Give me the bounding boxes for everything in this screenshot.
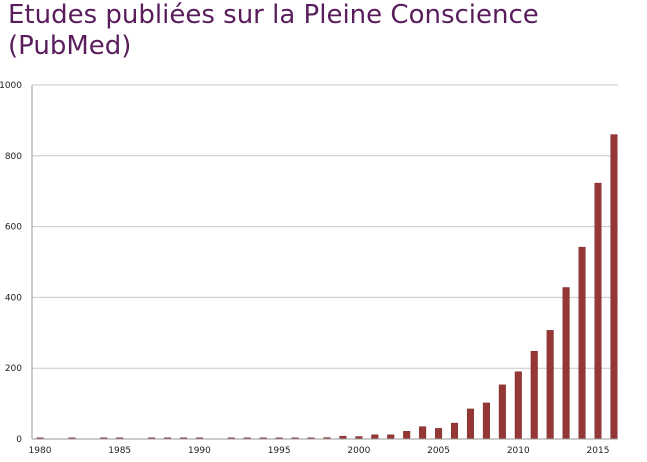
x-tick-label-2005: 2005 — [427, 446, 450, 456]
y-tick-labels: 0 200 400 600 800 1000 — [0, 81, 22, 445]
y-tick-label-0: 0 — [16, 435, 22, 445]
x-tick-label-2000: 2000 — [347, 446, 370, 456]
chart-title: Etudes publiées sur la Pleine Conscience… — [8, 0, 539, 61]
bar-series — [36, 134, 618, 440]
y-tick-label-600: 600 — [5, 223, 22, 233]
bar-2013 — [562, 287, 570, 440]
bar-2015 — [594, 182, 602, 440]
bar-2006 — [451, 422, 459, 440]
y-tick-label-400: 400 — [5, 293, 22, 303]
x-tick-labels: 1980 1985 1990 1995 2000 2005 2010 2015 — [29, 446, 610, 456]
bar-2014 — [578, 246, 586, 440]
y-tick-label-1000: 1000 — [0, 81, 22, 91]
bar-2004 — [419, 426, 427, 440]
x-tick-label-2010: 2010 — [507, 446, 530, 456]
bar-2007 — [466, 408, 474, 440]
bar-2005 — [435, 428, 443, 440]
x-tick-label-1980: 1980 — [29, 446, 52, 456]
x-tick-label-2015: 2015 — [587, 446, 610, 456]
y-tick-label-800: 800 — [5, 152, 22, 162]
bar-2002 — [387, 434, 395, 440]
bar-2012 — [546, 330, 554, 440]
x-tick-label-1990: 1990 — [188, 446, 211, 456]
bar-2011 — [530, 351, 538, 440]
bar-2009 — [498, 384, 506, 440]
x-tick-label-1995: 1995 — [268, 446, 291, 456]
bar-2003 — [403, 431, 411, 440]
bar-2016 — [610, 134, 618, 440]
bar-2008 — [482, 402, 490, 440]
bar-2010 — [514, 371, 522, 440]
x-tick-label-1985: 1985 — [108, 446, 131, 456]
bar-2001 — [371, 434, 379, 440]
axes — [31, 85, 618, 440]
grid-lines — [32, 84, 618, 440]
y-tick-label-200: 200 — [5, 364, 22, 374]
